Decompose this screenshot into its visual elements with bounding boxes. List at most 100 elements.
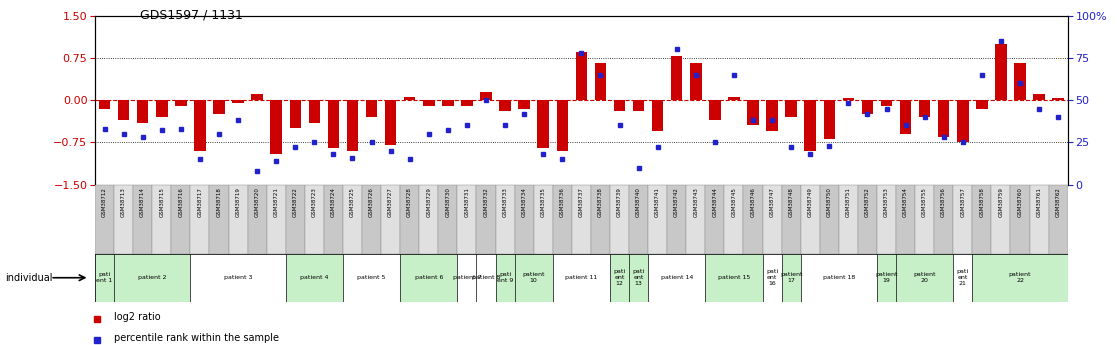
Bar: [114, 254, 190, 302]
Bar: [728, 97, 740, 100]
Text: patient 2: patient 2: [138, 275, 167, 280]
Bar: [514, 185, 533, 254]
Bar: [648, 185, 667, 254]
Bar: [747, 100, 759, 125]
Bar: [1052, 98, 1064, 100]
Text: patient 7: patient 7: [453, 275, 481, 280]
Text: GSM38717: GSM38717: [198, 187, 202, 217]
Bar: [762, 185, 781, 254]
Bar: [117, 100, 130, 120]
Bar: [385, 100, 397, 145]
Bar: [938, 100, 949, 137]
Bar: [195, 100, 206, 151]
Bar: [805, 100, 816, 151]
Bar: [533, 185, 552, 254]
Bar: [781, 254, 800, 302]
Text: GSM38744: GSM38744: [712, 187, 718, 217]
Text: patient 18: patient 18: [823, 275, 855, 280]
Bar: [667, 185, 686, 254]
Text: patient 15: patient 15: [718, 275, 750, 280]
Bar: [724, 185, 743, 254]
Text: GSM38713: GSM38713: [121, 187, 126, 217]
Bar: [95, 185, 114, 254]
Bar: [800, 254, 877, 302]
Text: GSM38726: GSM38726: [369, 187, 375, 217]
Bar: [858, 185, 877, 254]
Bar: [973, 254, 1068, 302]
Text: pati
ent 9: pati ent 9: [496, 272, 513, 283]
Bar: [919, 100, 930, 117]
Bar: [610, 185, 629, 254]
Bar: [171, 185, 190, 254]
Bar: [457, 254, 476, 302]
Bar: [247, 185, 267, 254]
Bar: [328, 100, 339, 148]
Text: GSM38738: GSM38738: [598, 187, 603, 217]
Bar: [614, 100, 625, 111]
Text: GSM38745: GSM38745: [731, 187, 737, 217]
Bar: [571, 185, 591, 254]
Text: GSM38727: GSM38727: [388, 187, 394, 217]
Bar: [552, 254, 610, 302]
Text: patient 6: patient 6: [415, 275, 443, 280]
Bar: [514, 254, 552, 302]
Bar: [1014, 63, 1025, 100]
Bar: [190, 254, 286, 302]
Text: GSM38755: GSM38755: [922, 187, 927, 217]
Text: GSM38731: GSM38731: [464, 187, 470, 217]
Text: GSM38747: GSM38747: [769, 187, 775, 217]
Text: GSM38728: GSM38728: [407, 187, 413, 217]
Bar: [271, 100, 282, 154]
Bar: [476, 254, 495, 302]
Text: GSM38736: GSM38736: [560, 187, 565, 217]
Bar: [954, 185, 973, 254]
Bar: [954, 254, 973, 302]
Bar: [538, 100, 549, 148]
Text: GSM38733: GSM38733: [503, 187, 508, 217]
Text: GSM38759: GSM38759: [998, 187, 1004, 217]
Bar: [152, 185, 171, 254]
Text: patient 5: patient 5: [358, 275, 386, 280]
Text: GDS1597 / 1131: GDS1597 / 1131: [140, 9, 243, 22]
Bar: [843, 98, 854, 100]
Bar: [824, 100, 835, 139]
Text: patient 4: patient 4: [300, 275, 329, 280]
Bar: [1011, 185, 1030, 254]
Bar: [629, 254, 648, 302]
Bar: [343, 185, 362, 254]
Bar: [881, 100, 892, 106]
Text: pati
ent 1: pati ent 1: [96, 272, 113, 283]
Text: pati
ent
13: pati ent 13: [633, 269, 645, 286]
Bar: [481, 91, 492, 100]
Bar: [457, 185, 476, 254]
Bar: [819, 185, 838, 254]
Text: GSM38722: GSM38722: [293, 187, 297, 217]
Bar: [896, 254, 954, 302]
Bar: [900, 100, 911, 134]
Text: patient 14: patient 14: [661, 275, 693, 280]
Bar: [362, 185, 381, 254]
Text: GSM38719: GSM38719: [236, 187, 240, 217]
Text: log2 ratio: log2 ratio: [114, 313, 161, 322]
Bar: [766, 100, 778, 131]
Bar: [995, 44, 1006, 100]
Bar: [957, 100, 968, 142]
Text: GSM38756: GSM38756: [941, 187, 946, 217]
Text: GSM38740: GSM38740: [636, 187, 641, 217]
Bar: [576, 52, 587, 100]
Text: patient 3: patient 3: [224, 275, 253, 280]
Bar: [633, 100, 644, 111]
Bar: [366, 100, 377, 117]
Bar: [404, 97, 416, 100]
Bar: [877, 185, 896, 254]
Bar: [309, 100, 320, 122]
Bar: [438, 185, 457, 254]
Bar: [916, 185, 935, 254]
Bar: [973, 185, 992, 254]
Bar: [557, 100, 568, 151]
Bar: [98, 100, 111, 108]
Text: GSM38754: GSM38754: [903, 187, 908, 217]
Text: individual: individual: [6, 273, 53, 283]
Text: GSM38725: GSM38725: [350, 187, 356, 217]
Bar: [976, 100, 987, 108]
